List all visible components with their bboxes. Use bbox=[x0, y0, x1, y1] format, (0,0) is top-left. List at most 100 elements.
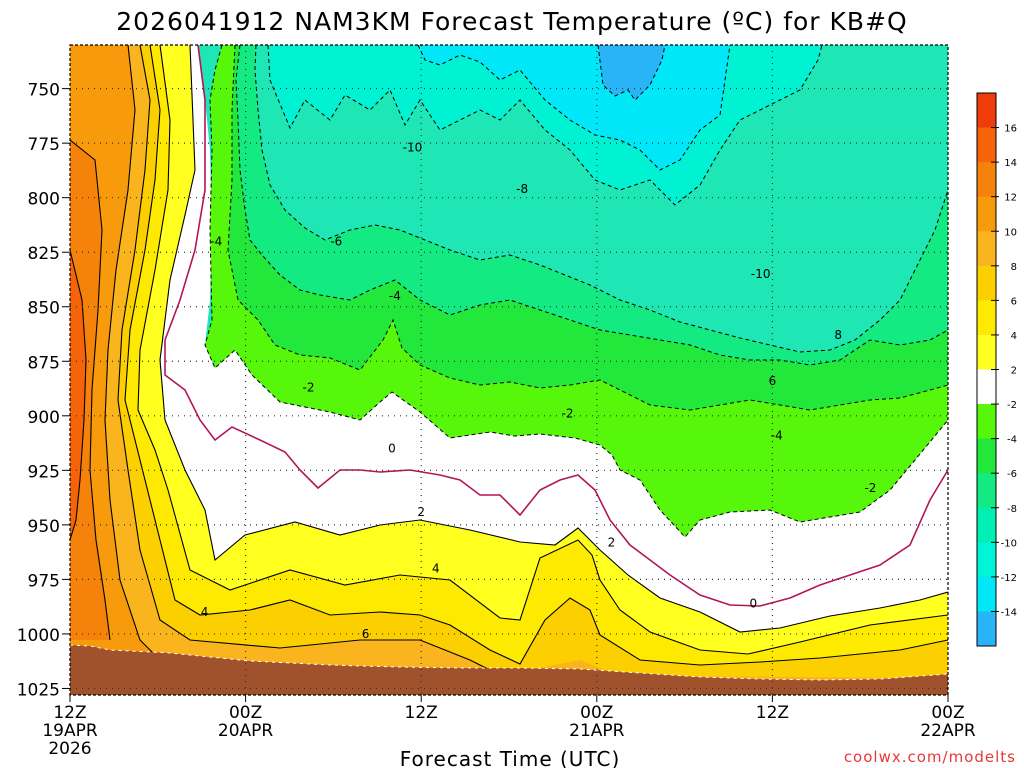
y-tick-label: 925 bbox=[28, 462, 60, 482]
isotherm-plus-8 bbox=[117, 45, 501, 676]
isotherm-minus-6 bbox=[235, 45, 948, 366]
colorbar-tick-label: 10 bbox=[1004, 227, 1017, 238]
y-axis: 750 775 800 825 850 875 900 925 950 975 1000 1025 bbox=[17, 81, 70, 700]
y-tick-label: 750 bbox=[28, 81, 60, 101]
plot-frame bbox=[69, 44, 949, 696]
x-axis-label: Forecast Time (UTC) bbox=[400, 747, 621, 768]
colorbar-swatch bbox=[977, 369, 996, 405]
contour-label: 8 bbox=[834, 328, 842, 342]
contour-label: 4 bbox=[201, 605, 209, 619]
isotherm-minus-2 bbox=[204, 45, 948, 538]
colorbar-swatch bbox=[977, 196, 996, 232]
x-tick-label: 00Z bbox=[931, 703, 964, 723]
contour-label: -10 bbox=[751, 267, 771, 281]
x-tick-label: 00Z bbox=[580, 703, 613, 723]
x-tick-sublabel: 19APR bbox=[42, 721, 98, 741]
colorbar-swatch bbox=[977, 438, 996, 474]
isotherm-plus-2 bbox=[159, 45, 948, 633]
colorbar-swatch bbox=[977, 231, 996, 267]
colorbar-tick-label: -12 bbox=[1001, 573, 1017, 584]
x-tick-sublabel: 22APR bbox=[920, 721, 976, 741]
isotherm-minus-10 bbox=[267, 45, 823, 206]
contour-label: -2 bbox=[303, 380, 315, 394]
contour-label: -10 bbox=[403, 141, 423, 155]
y-tick-label: 1025 bbox=[17, 680, 60, 700]
colorbar-swatch bbox=[977, 576, 996, 612]
y-tick-label: 950 bbox=[28, 517, 60, 537]
colorbar: 16 14 12 10 8 6 4 2 -2 -4 -6 -8 -10 -12 -14 bbox=[976, 92, 1017, 647]
contour-label: 2 bbox=[417, 505, 425, 519]
colorbar-tick-label: 2 bbox=[1011, 366, 1017, 377]
colorbar-swatch bbox=[977, 542, 996, 578]
colorbar-swatch bbox=[977, 473, 996, 509]
y-tick-label: 825 bbox=[28, 244, 60, 264]
colorbar-swatch bbox=[977, 162, 996, 198]
colorbar-tick-label: 14 bbox=[1004, 158, 1017, 169]
y-tick-label: 900 bbox=[28, 408, 60, 428]
contour-label: 2 bbox=[608, 535, 616, 549]
y-tick-label: 1000 bbox=[17, 626, 60, 646]
isotherm-plus-12 bbox=[70, 139, 111, 641]
isotherm-minus-14 bbox=[597, 45, 666, 101]
colorbar-swatch bbox=[977, 611, 996, 647]
colorbar-tick-label: 4 bbox=[1011, 331, 1017, 342]
colorbar-tick-label: -2 bbox=[1007, 400, 1017, 411]
credit-text: coolwx.com/modelts bbox=[844, 748, 1016, 766]
y-tick-label: 875 bbox=[28, 353, 60, 373]
contour-labels: -10 -8 -10 -6 -4 -4 8 -2 -2 6 -4 0 -2 2 2 4 4 6 0 bbox=[201, 141, 877, 641]
contour-label: -4 bbox=[389, 289, 401, 303]
contour-label: 6 bbox=[362, 627, 370, 641]
colorbar-swatch bbox=[977, 507, 996, 543]
plus-2-band-region bbox=[70, 45, 948, 695]
x-tick-sublabel: 2026 bbox=[48, 739, 91, 759]
colorbar-tick-label: 16 bbox=[1004, 124, 1017, 135]
isotherm-plus-6 bbox=[124, 45, 948, 666]
colorbar-tick-label: 12 bbox=[1004, 193, 1017, 204]
y-tick-label: 850 bbox=[28, 299, 60, 319]
isotherm-minus-8 bbox=[254, 45, 948, 353]
band-minus-16-region bbox=[598, 45, 665, 100]
x-tick-label: 12Z bbox=[405, 703, 438, 723]
minus-8-green-band-region bbox=[236, 45, 948, 365]
isotherm-plus-4 bbox=[137, 45, 948, 655]
contour-label: 6 bbox=[769, 374, 777, 388]
isotherm-plus-14 bbox=[70, 249, 87, 541]
contour-label: -4 bbox=[771, 428, 783, 442]
terrain-ground-edge bbox=[70, 644, 948, 681]
isotherm-plus-10 bbox=[104, 45, 161, 661]
plus-14-band-region bbox=[70, 250, 86, 540]
plot-area: -10 -8 -10 -6 -4 -4 8 -2 -2 6 -4 0 -2 2 2 4 4 6 0 bbox=[70, 45, 948, 695]
colorbar-swatch bbox=[977, 127, 996, 163]
plus-8-band-region bbox=[70, 45, 948, 695]
gridlines bbox=[70, 45, 948, 695]
colorbar-swatch bbox=[977, 265, 996, 301]
isotherm-0 bbox=[164, 45, 948, 607]
contour-label: 4 bbox=[432, 561, 440, 575]
minus-4-green-band-region bbox=[205, 45, 948, 537]
y-tick-label: 775 bbox=[28, 135, 60, 155]
isotherm-minus-12 bbox=[417, 45, 731, 171]
colorbar-tick-label: -4 bbox=[1007, 435, 1017, 446]
contour-label: 0 bbox=[750, 596, 758, 610]
y-tick-label: 975 bbox=[28, 571, 60, 591]
contour-label: -8 bbox=[516, 182, 528, 196]
minus-6-green-band-region bbox=[222, 45, 948, 410]
contour-label: -2 bbox=[562, 407, 574, 421]
colorbar-tick-label: 6 bbox=[1011, 296, 1017, 307]
colorbar-tick-label: -6 bbox=[1007, 469, 1017, 480]
contour-label: -2 bbox=[864, 481, 876, 495]
x-tick-label: 00Z bbox=[229, 703, 262, 723]
y-tick-label: 800 bbox=[28, 190, 60, 210]
x-tick-sublabel: 21APR bbox=[569, 721, 625, 741]
colorbar-swatch bbox=[977, 404, 996, 440]
chart-title: 2026041912 NAM3KM Forecast Temperature (… bbox=[116, 7, 907, 36]
colorbar-swatch bbox=[977, 93, 996, 129]
colorbar-tick-label: -14 bbox=[1001, 607, 1017, 618]
isotherm-minus-4 bbox=[227, 45, 948, 411]
x-tick-label: 12Z bbox=[756, 703, 789, 723]
x-tick-label: 12Z bbox=[53, 703, 86, 723]
contour-label: -6 bbox=[330, 234, 342, 248]
x-tick-sublabel: 20APR bbox=[218, 721, 274, 741]
